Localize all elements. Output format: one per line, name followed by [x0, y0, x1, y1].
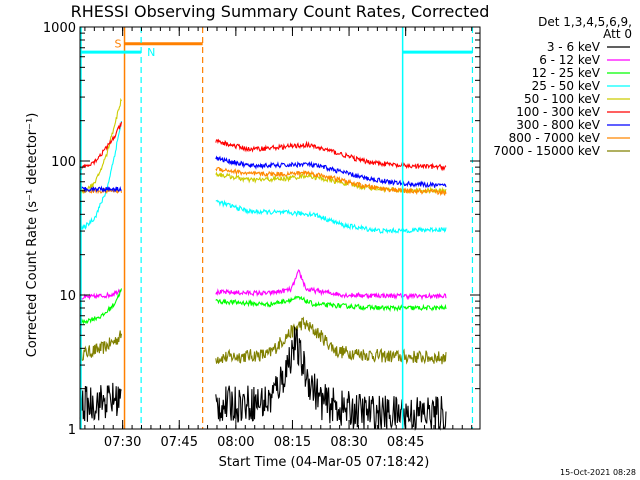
series-50-100-kev-segment-2 — [215, 171, 447, 195]
series-100-300-kev-segment-2 — [215, 138, 447, 172]
series-12-25-kev-segment-1 — [79, 288, 123, 325]
series-6-12-kev-segment-1 — [79, 288, 122, 301]
legend-label: 800 - 7000 keV — [509, 131, 601, 145]
axes-group: 1 10 100 1000 07:30 07:45 08:00 08:15 08:30 08:45 — [43, 21, 481, 450]
series-25-50-kev-segment-2 — [215, 199, 447, 235]
chart-title: RHESSI Observing Summary Count Rates, Co… — [71, 2, 490, 21]
series-100-300-kev-segment-1 — [79, 121, 123, 171]
series-300-800-kev-segment-2 — [215, 155, 447, 189]
timestamp-stamp: 15-Oct-2021 08:28 — [560, 468, 636, 477]
series-6-12-kev-segment-2 — [215, 269, 447, 301]
x-axis-label: Start Time (04-Mar-05 07:18:42) — [219, 455, 430, 470]
y-tick-label: 1000 — [43, 21, 76, 36]
marker-n-label: N — [147, 46, 155, 59]
legend-header-line2: Att 0 — [603, 27, 632, 41]
series-3-6-kev-segment-2 — [215, 326, 447, 431]
y-tick-label: 100 — [51, 155, 76, 170]
legend-label: 7000 - 15000 keV — [493, 144, 600, 158]
series-300-800-kev-segment-1 — [79, 185, 122, 193]
legend-header-line1: Det 1,3,4,5,6,9, — [538, 15, 632, 29]
series-7000-15000-kev-segment-1 — [79, 330, 123, 361]
x-tick-label: 07:30 — [104, 435, 141, 450]
legend-label: 100 - 300 keV — [516, 105, 600, 119]
x-tick-label: 08:15 — [274, 435, 311, 450]
data-series-group — [79, 97, 447, 431]
legend-label: 6 - 12 keV — [539, 53, 601, 67]
series-7000-15000-kev-segment-2 — [215, 316, 447, 365]
x-tick-label: 08:45 — [387, 435, 424, 450]
series-50-100-kev-segment-1 — [79, 97, 122, 196]
y-axis-label: Corrected Count Rate (s⁻¹ detector⁻¹) — [25, 113, 40, 358]
series-25-50-kev-segment-1 — [79, 120, 123, 233]
x-tick-label: 08:30 — [330, 435, 367, 450]
marker-s-label: S — [115, 38, 122, 51]
y-tick-label: 10 — [59, 289, 76, 304]
legend-label: 300 - 800 keV — [516, 118, 600, 132]
legend-label: 3 - 6 keV — [547, 40, 601, 54]
series-3-6-kev-segment-1 — [79, 382, 122, 422]
y-tick-label: 1 — [68, 423, 76, 438]
legend-label: 25 - 50 keV — [532, 79, 601, 93]
x-tick-label: 08:00 — [217, 435, 254, 450]
legend-label: 50 - 100 keV — [524, 92, 601, 106]
attenuator-markers: SN — [80, 27, 474, 429]
legend-label: 12 - 25 keV — [532, 66, 601, 80]
plot-frame — [79, 26, 481, 430]
series-800-7000-kev-segment-2 — [215, 166, 447, 197]
x-tick-label: 07:45 — [161, 435, 198, 450]
series-12-25-kev-segment-2 — [215, 295, 447, 313]
